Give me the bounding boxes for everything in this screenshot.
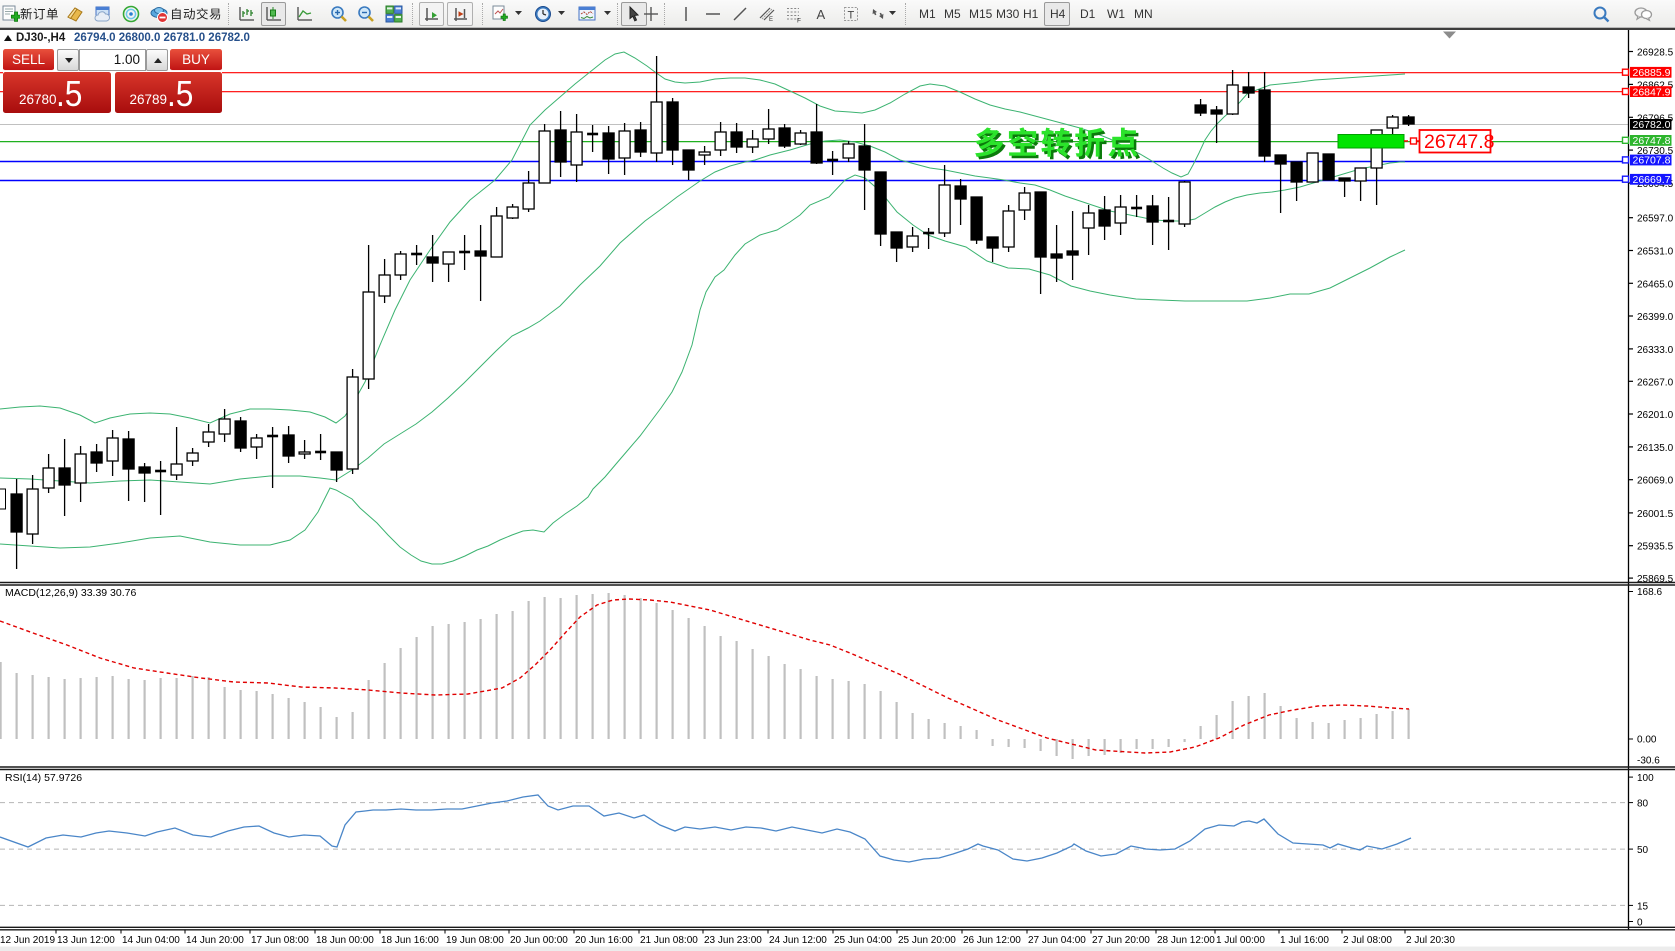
svg-text:26707.8: 26707.8 (1633, 155, 1671, 167)
svg-text:14 Jun 20:00: 14 Jun 20:00 (186, 935, 244, 946)
svg-text:0: 0 (1637, 918, 1643, 929)
svg-text:25 Jun 20:00: 25 Jun 20:00 (898, 935, 956, 946)
svg-text:27 Jun 04:00: 27 Jun 04:00 (1028, 935, 1086, 946)
svg-text:25 Jun 04:00: 25 Jun 04:00 (834, 935, 892, 946)
svg-text:0.00: 0.00 (1637, 735, 1657, 746)
svg-text:24 Jun 12:00: 24 Jun 12:00 (769, 935, 827, 946)
svg-text:20 Jun 00:00: 20 Jun 00:00 (510, 935, 568, 946)
svg-text:1 Jul 16:00: 1 Jul 16:00 (1280, 935, 1329, 946)
svg-text:26069.0: 26069.0 (1637, 476, 1674, 487)
svg-text:A: A (817, 7, 826, 22)
svg-text:26847.9: 26847.9 (1633, 86, 1671, 98)
svg-text:18 Jun 16:00: 18 Jun 16:00 (381, 935, 439, 946)
svg-text:19 Jun 08:00: 19 Jun 08:00 (446, 935, 504, 946)
svg-text:26267.0: 26267.0 (1637, 377, 1674, 388)
svg-text:26001.5: 26001.5 (1637, 509, 1674, 520)
svg-text:26 Jun 12:00: 26 Jun 12:00 (963, 935, 1021, 946)
svg-text:26201.0: 26201.0 (1637, 410, 1674, 421)
svg-text:26782.0: 26782.0 (1633, 119, 1671, 131)
svg-text:18 Jun 00:00: 18 Jun 00:00 (316, 935, 374, 946)
svg-text:13 Jun 12:00: 13 Jun 12:00 (57, 935, 115, 946)
svg-text:23 Jun 23:00: 23 Jun 23:00 (704, 935, 762, 946)
svg-text:E: E (769, 17, 773, 23)
svg-text:50: 50 (1637, 845, 1649, 856)
svg-text:26730.5: 26730.5 (1637, 146, 1674, 157)
svg-text:28 Jun 12:00: 28 Jun 12:00 (1157, 935, 1215, 946)
svg-text:20 Jun 16:00: 20 Jun 16:00 (575, 935, 633, 946)
svg-text:12 Jun 2019: 12 Jun 2019 (0, 935, 55, 946)
svg-text:2 Jul 08:00: 2 Jul 08:00 (1343, 935, 1392, 946)
svg-text:26399.0: 26399.0 (1637, 312, 1674, 323)
svg-text:T: T (848, 10, 855, 22)
svg-text:-30.6: -30.6 (1637, 756, 1660, 767)
svg-text:25869.5: 25869.5 (1637, 574, 1674, 585)
svg-text:26669.7: 26669.7 (1633, 174, 1671, 186)
svg-text:26135.0: 26135.0 (1637, 443, 1674, 454)
svg-text:100: 100 (1637, 773, 1654, 784)
svg-text:26747.8: 26747.8 (1633, 135, 1671, 147)
svg-text:MACD(12,26,9) 33.39 30.76: MACD(12,26,9) 33.39 30.76 (5, 587, 136, 599)
svg-text:26747.8: 26747.8 (1424, 131, 1495, 153)
svg-text:F: F (797, 18, 801, 24)
svg-text:27 Jun 20:00: 27 Jun 20:00 (1092, 935, 1150, 946)
svg-text:21 Jun 08:00: 21 Jun 08:00 (640, 935, 698, 946)
svg-text:2 Jul 20:30: 2 Jul 20:30 (1406, 935, 1455, 946)
svg-text:26597.0: 26597.0 (1637, 214, 1674, 225)
svg-text:26465.0: 26465.0 (1637, 279, 1674, 290)
svg-text:1 Jul 00:00: 1 Jul 00:00 (1216, 935, 1265, 946)
svg-text:RSI(14) 57.9726: RSI(14) 57.9726 (5, 772, 82, 784)
svg-text:15: 15 (1637, 901, 1649, 912)
svg-text:26885.9: 26885.9 (1633, 67, 1671, 79)
svg-text:80: 80 (1637, 799, 1649, 810)
svg-text:26531.0: 26531.0 (1637, 247, 1674, 258)
svg-text:17 Jun 08:00: 17 Jun 08:00 (251, 935, 309, 946)
svg-text:25935.5: 25935.5 (1637, 542, 1674, 553)
svg-text:26928.5: 26928.5 (1637, 48, 1674, 59)
svg-text:26796.5: 26796.5 (1637, 113, 1674, 124)
svg-text:26333.0: 26333.0 (1637, 345, 1674, 356)
svg-text:26862.5: 26862.5 (1637, 80, 1674, 91)
svg-text:14 Jun 04:00: 14 Jun 04:00 (122, 935, 180, 946)
svg-text:168.6: 168.6 (1637, 587, 1662, 598)
